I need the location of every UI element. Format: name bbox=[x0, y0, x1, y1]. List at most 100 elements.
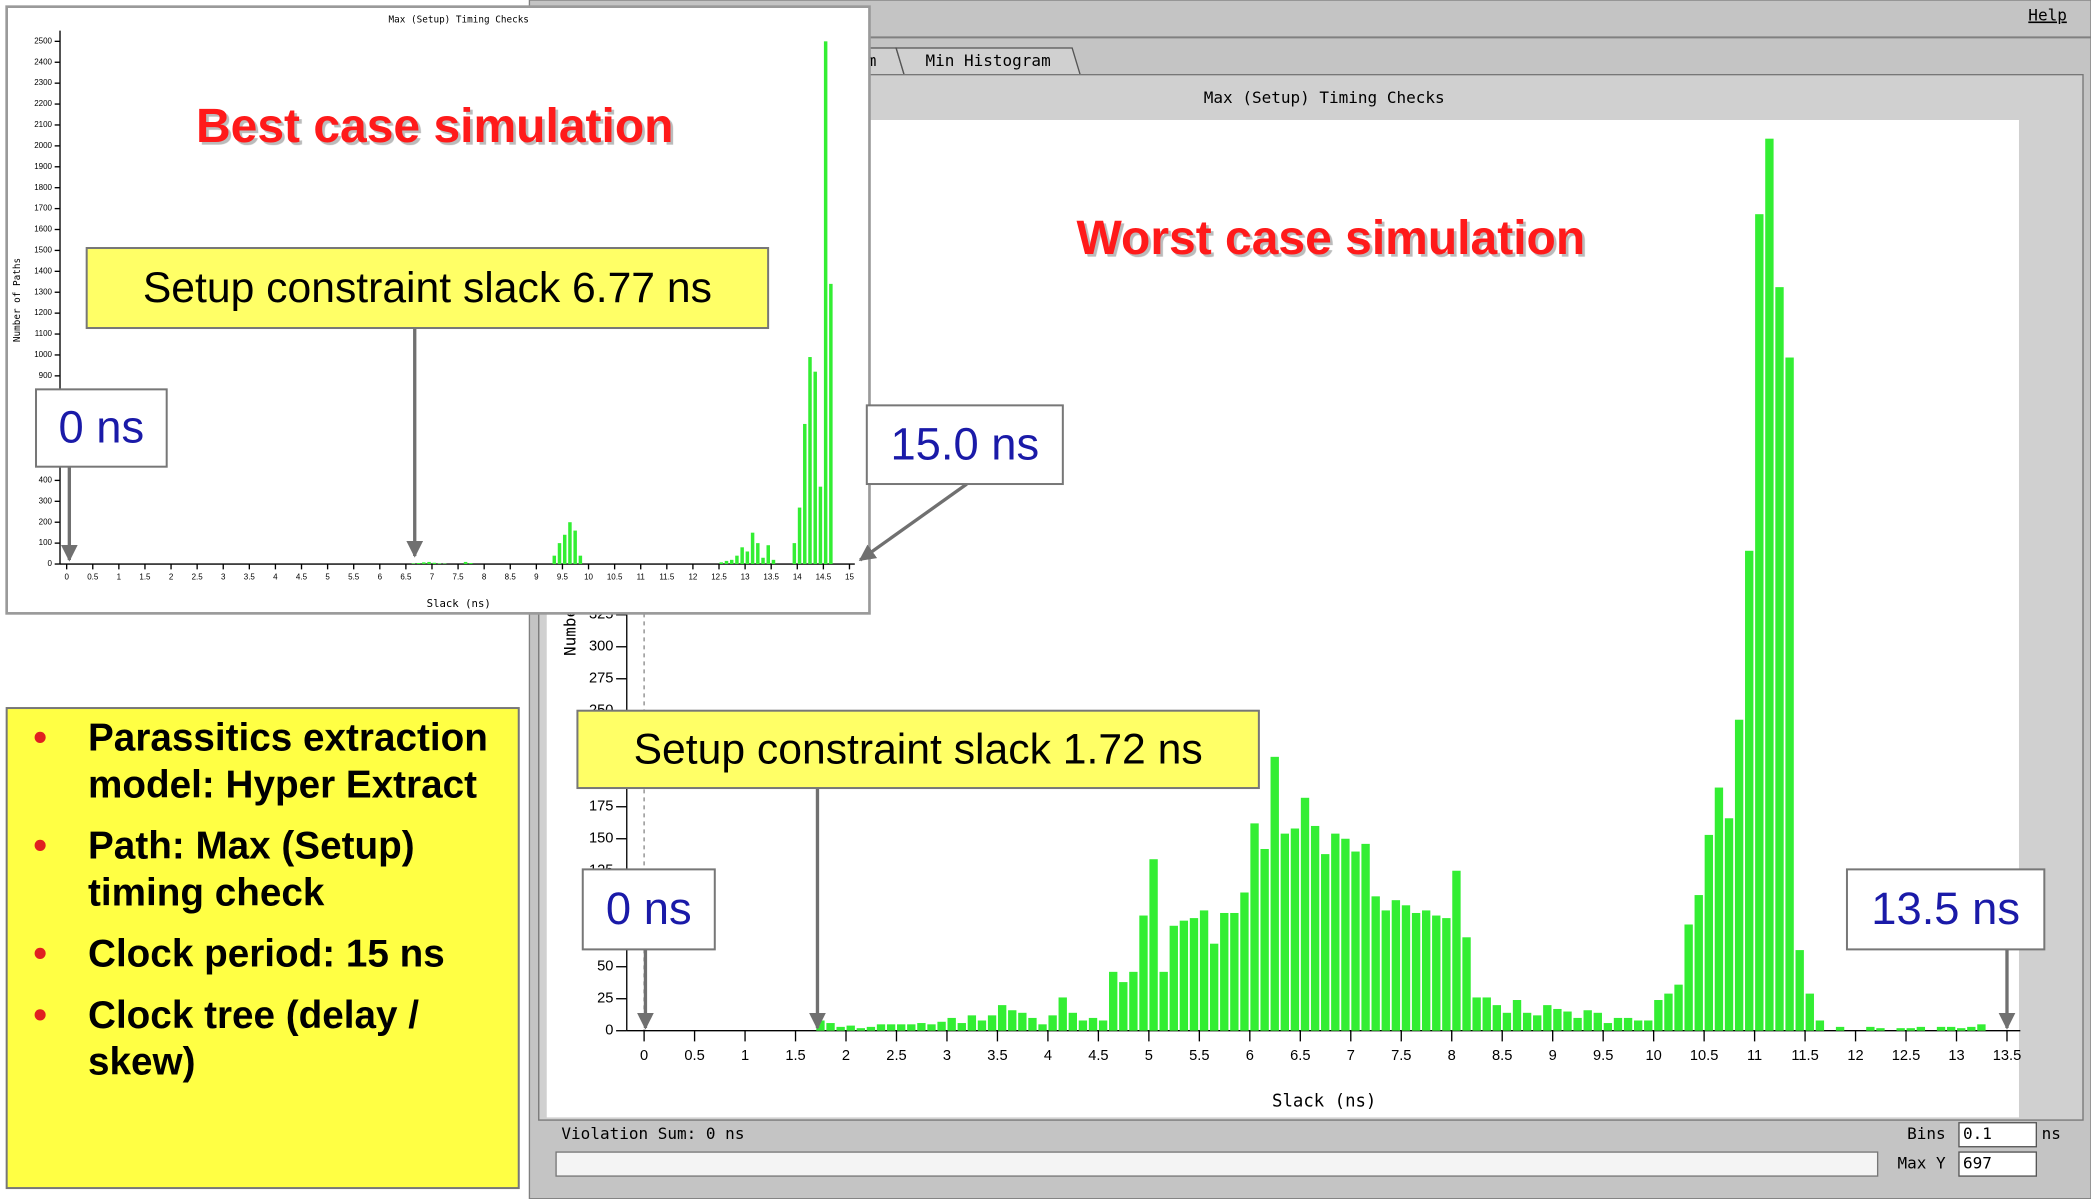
x-tick-label: 6.5 bbox=[400, 572, 412, 581]
bar bbox=[1906, 1028, 1915, 1031]
bar bbox=[1543, 1005, 1552, 1031]
bar bbox=[1109, 971, 1118, 1031]
best-chart: Max (Setup) Timing Checks010020030040050… bbox=[5, 5, 871, 615]
x-tick-label: 13.5 bbox=[1993, 1048, 2022, 1064]
bar bbox=[957, 1023, 966, 1031]
x-tick-label: 10 bbox=[1645, 1048, 1661, 1064]
bar bbox=[1684, 924, 1693, 1031]
y-tick-label: 175 bbox=[589, 799, 613, 815]
x-tick-label: 7.5 bbox=[1391, 1048, 1411, 1064]
bar bbox=[1310, 825, 1320, 1031]
y-tick-label: 150 bbox=[589, 831, 613, 847]
chart-title: Max (Setup) Timing Checks bbox=[1204, 88, 1445, 107]
bar bbox=[997, 1005, 1007, 1031]
x-tick-label: 7.5 bbox=[453, 572, 465, 581]
bar bbox=[1896, 1028, 1905, 1031]
x-tick-label: 1.5 bbox=[785, 1048, 805, 1064]
x-tick-label: 0 bbox=[64, 572, 69, 581]
bar bbox=[1502, 1012, 1512, 1031]
bar bbox=[1351, 851, 1360, 1031]
callout-label: 15.0 ns bbox=[890, 418, 1039, 469]
bar bbox=[1644, 1020, 1653, 1031]
bar bbox=[1785, 357, 1794, 1031]
bar bbox=[1876, 1028, 1885, 1031]
bar bbox=[463, 561, 468, 565]
violation-sum: Violation Sum: 0 ns bbox=[561, 1124, 744, 1143]
menu-help[interactable]: Help bbox=[2028, 6, 2067, 25]
bar bbox=[1805, 993, 1814, 1031]
bar bbox=[552, 555, 557, 565]
bar bbox=[437, 563, 442, 565]
x-tick-label: 2 bbox=[169, 572, 174, 581]
y-tick-label: 275 bbox=[589, 671, 613, 687]
bar bbox=[1977, 1024, 1986, 1031]
bar bbox=[866, 1026, 876, 1031]
x-tick-label: 3.5 bbox=[244, 572, 256, 581]
y-tick-label: 300 bbox=[39, 496, 53, 505]
bar bbox=[826, 1023, 835, 1031]
bar bbox=[1280, 833, 1290, 1031]
bar bbox=[1432, 915, 1441, 1031]
y-tick-label: 200 bbox=[39, 517, 53, 526]
y-tick-label: 900 bbox=[39, 371, 53, 380]
callout-box bbox=[85, 247, 770, 330]
bar bbox=[1664, 993, 1673, 1031]
bar bbox=[1674, 984, 1683, 1031]
bar bbox=[967, 1015, 977, 1031]
x-tick-label: 2.5 bbox=[886, 1048, 906, 1064]
bar bbox=[1058, 997, 1067, 1031]
bar bbox=[1452, 870, 1461, 1031]
x-tick-label: 1.5 bbox=[139, 572, 151, 581]
callout-box bbox=[865, 404, 1064, 486]
bar bbox=[1098, 1020, 1108, 1031]
bar bbox=[1361, 843, 1370, 1031]
max-y-value[interactable]: 697 bbox=[1963, 1154, 1992, 1173]
tab[interactable] bbox=[895, 47, 1081, 75]
bar bbox=[1815, 1020, 1825, 1031]
x-tick-label: 15 bbox=[845, 572, 854, 581]
x-tick-label: 4 bbox=[1044, 1048, 1052, 1064]
x-tick-label: 7 bbox=[430, 572, 435, 581]
progress-bar bbox=[555, 1151, 1879, 1177]
bar bbox=[977, 1020, 987, 1031]
bar bbox=[1613, 1017, 1623, 1031]
x-tick-label: 6 bbox=[378, 572, 383, 581]
y-tick-label: 0 bbox=[605, 1023, 613, 1039]
y-tick-label: 50 bbox=[597, 959, 613, 975]
notes-list: Parassitics extraction model: Hyper Extr… bbox=[7, 708, 519, 1087]
x-tick-label: 1 bbox=[117, 572, 122, 581]
tab-label[interactable]: m bbox=[867, 51, 877, 70]
callout-label: Setup constraint slack 1.72 ns bbox=[634, 725, 1203, 773]
bar bbox=[808, 357, 812, 565]
bar bbox=[813, 371, 817, 565]
bar bbox=[771, 559, 776, 565]
x-tick-label: 11 bbox=[637, 572, 646, 581]
bar bbox=[735, 555, 739, 565]
x-tick-label: 5 bbox=[1145, 1048, 1153, 1064]
bar bbox=[1775, 287, 1784, 1031]
callout-label: 0 ns bbox=[59, 402, 145, 453]
x-tick-label: 10.5 bbox=[607, 572, 623, 581]
bar bbox=[1209, 943, 1219, 1031]
notes-container: Parassitics extraction model: Hyper Extr… bbox=[7, 708, 519, 1188]
max-y-input[interactable] bbox=[1958, 1151, 2037, 1177]
bar bbox=[761, 557, 765, 565]
tab-label[interactable]: Min Histogram bbox=[925, 51, 1050, 70]
y-tick-label: 1000 bbox=[34, 350, 52, 359]
bar bbox=[1250, 823, 1259, 1031]
bar bbox=[1199, 910, 1209, 1031]
bins-value[interactable]: 0.1 bbox=[1963, 1124, 1992, 1143]
x-tick-label: 11 bbox=[1747, 1048, 1762, 1064]
y-tick-label: 400 bbox=[39, 476, 53, 485]
bar bbox=[823, 41, 828, 565]
x-tick-label: 8 bbox=[482, 572, 487, 581]
bar bbox=[1724, 818, 1734, 1031]
bar bbox=[1835, 1026, 1845, 1031]
x-tick-label: 2.5 bbox=[192, 572, 204, 581]
y-tick-label: 1900 bbox=[34, 162, 52, 171]
bar bbox=[1331, 833, 1340, 1031]
bar bbox=[411, 563, 416, 565]
bar bbox=[1129, 971, 1138, 1031]
bar bbox=[432, 562, 436, 565]
bins-input[interactable] bbox=[1958, 1122, 2037, 1148]
